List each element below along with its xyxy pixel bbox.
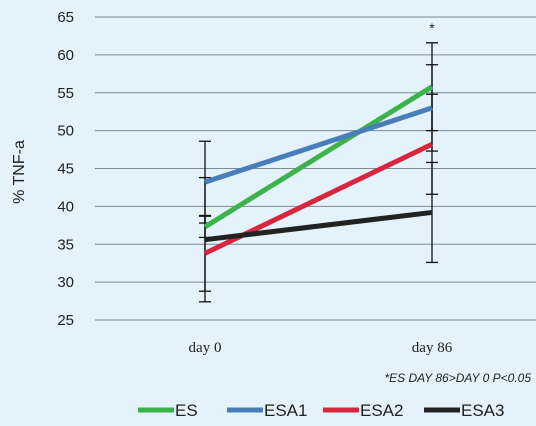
legend-label-esa2: ESA2 (360, 401, 403, 420)
series-line-esa3 (204, 209, 433, 243)
y-tick-40: 40 (57, 198, 74, 215)
x-tick-1: day 86 (412, 340, 453, 356)
y-axis-label: % TNF-a (11, 140, 28, 204)
legend-label-esa1: ESA1 (264, 401, 307, 420)
y-tick-35: 35 (57, 236, 74, 253)
y-tick-30: 30 (57, 274, 74, 291)
grid-lines (95, 16, 536, 321)
series-line-esa1 (204, 105, 433, 185)
y-tick-25: 25 (57, 312, 74, 329)
x-tick-labels: day 0 day 86 (189, 340, 453, 356)
y-tick-50: 50 (57, 123, 74, 140)
legend-label-esa3: ESA3 (461, 401, 504, 420)
x-tick-0: day 0 (189, 340, 222, 356)
footnote: *ES DAY 86>DAY 0 P<0.05 (384, 371, 531, 385)
series-lines (203, 84, 434, 256)
y-tick-65: 65 (57, 9, 74, 26)
series-line-es (203, 84, 434, 229)
y-tick-60: 60 (57, 47, 74, 64)
significance-star: * (429, 20, 435, 36)
y-tick-45: 45 (57, 161, 74, 178)
legend: ES ESA1 ESA2 ESA3 (138, 401, 504, 420)
y-tick-55: 55 (57, 85, 74, 102)
y-tick-labels: 25 30 35 40 45 50 55 60 65 (57, 9, 74, 329)
legend-label-es: ES (175, 401, 198, 420)
